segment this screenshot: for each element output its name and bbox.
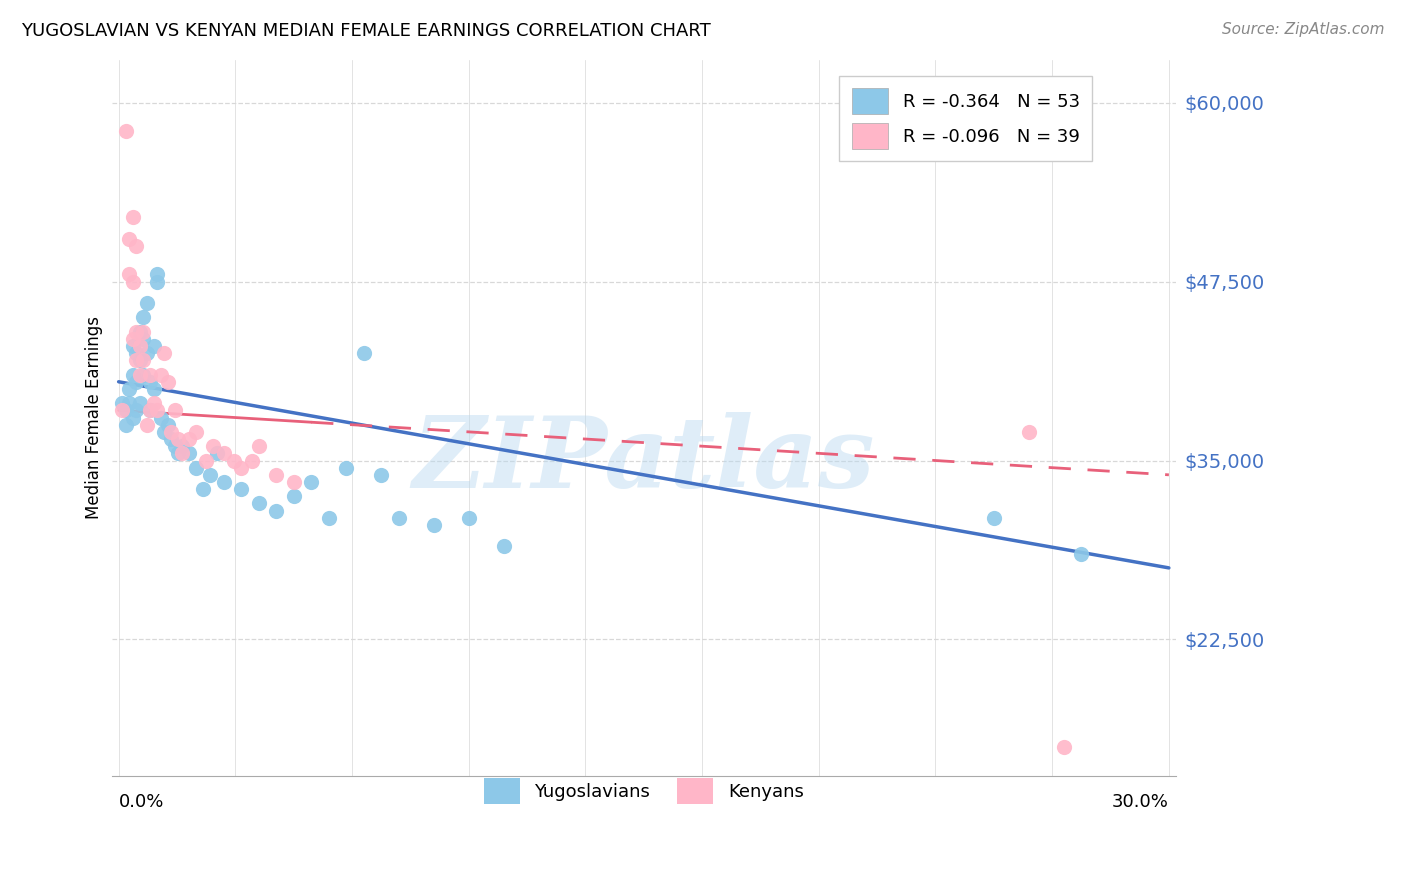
Point [170,439,193,453]
Point [388,510,411,524]
Point [121,275,143,289]
Point [205,446,228,460]
Point [160,432,183,446]
Point [114,124,136,138]
Point [114,417,136,432]
Point [118,382,141,396]
Point [142,382,165,396]
Point [125,346,148,360]
Point [132,353,155,368]
Point [156,375,179,389]
Point [128,339,150,353]
Point [125,353,148,368]
Point [132,368,155,382]
Point [167,446,190,460]
Point [163,439,186,453]
Point [121,410,143,425]
Point [142,396,165,410]
Point [132,332,155,346]
Point [283,475,305,489]
Point [135,417,157,432]
Point [135,296,157,310]
Point [202,439,225,453]
Point [170,446,193,460]
Point [128,353,150,368]
Point [142,339,165,353]
Point [111,403,134,417]
Point [139,375,162,389]
Point [121,339,143,353]
Point [177,446,200,460]
Point [457,510,479,524]
Point [231,460,253,475]
Point [121,210,143,224]
Point [111,396,134,410]
Text: 0.0%: 0.0% [118,793,165,811]
Point [149,410,172,425]
Point [353,346,375,360]
Point [335,460,357,475]
Point [125,325,148,339]
Point [212,475,235,489]
Point [299,475,322,489]
Point [125,238,148,252]
Point [191,482,214,496]
Point [125,375,148,389]
Point [983,510,1005,524]
Point [121,368,143,382]
Point [135,346,157,360]
Point [153,425,176,439]
Point [247,496,270,510]
Point [118,396,141,410]
Point [492,540,515,554]
Point [224,453,246,467]
Point [167,432,190,446]
Point [240,453,263,467]
Point [177,432,200,446]
Point [118,231,141,245]
Point [212,446,235,460]
Legend: Yugoslavians, Kenyans: Yugoslavians, Kenyans [471,765,817,816]
Point [132,325,155,339]
Point [146,403,169,417]
Point [149,368,172,382]
Point [128,325,150,339]
Point [264,503,287,517]
Point [139,403,162,417]
Point [1018,425,1040,439]
Point [146,275,169,289]
Point [139,368,162,382]
Point [128,368,150,382]
Point [422,517,444,532]
Point [184,425,207,439]
Point [156,417,179,432]
Point [125,403,148,417]
Point [1070,547,1092,561]
Text: 30.0%: 30.0% [1112,793,1168,811]
Point [1053,739,1076,754]
Point [195,453,218,467]
Text: ZIPatlas: ZIPatlas [412,412,875,508]
Point [198,467,221,482]
Point [139,403,162,417]
Point [118,268,141,282]
Point [132,310,155,325]
Point [184,460,207,475]
Point [128,396,150,410]
Point [264,467,287,482]
Point [283,489,305,503]
Point [318,510,340,524]
Point [153,346,176,360]
Point [160,425,183,439]
Text: YUGOSLAVIAN VS KENYAN MEDIAN FEMALE EARNINGS CORRELATION CHART: YUGOSLAVIAN VS KENYAN MEDIAN FEMALE EARN… [21,22,711,40]
Point [114,403,136,417]
Point [231,482,253,496]
Point [163,403,186,417]
Point [370,467,392,482]
Y-axis label: Median Female Earnings: Median Female Earnings [86,316,103,519]
Text: Source: ZipAtlas.com: Source: ZipAtlas.com [1222,22,1385,37]
Point [247,439,270,453]
Point [146,268,169,282]
Point [121,332,143,346]
